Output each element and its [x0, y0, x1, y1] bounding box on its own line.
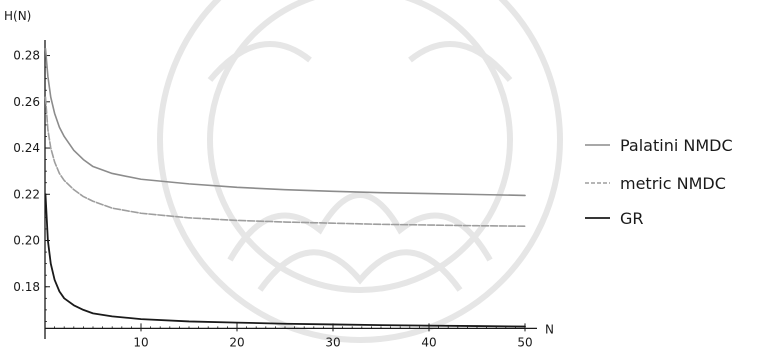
series-line-metric-nmdc	[44, 96, 526, 227]
y-tick-label: 0.28	[13, 49, 40, 63]
x-tick-label: 40	[421, 335, 436, 349]
axes: H(N) N	[4, 9, 554, 339]
legend: Palatini NMDC metric NMDC GR	[585, 136, 733, 228]
legend-label: Palatini NMDC	[620, 136, 733, 155]
y-tick-label: 0.26	[13, 95, 40, 109]
x-tick-label: 10	[133, 335, 148, 349]
series	[44, 47, 526, 328]
x-tick-label: 50	[517, 335, 532, 349]
legend-label: GR	[620, 209, 644, 228]
x-axis-label: N	[545, 322, 554, 336]
series-line-palatini-nmdc	[44, 47, 526, 197]
series-line-gr	[44, 193, 526, 328]
y-tick-label: 0.20	[13, 234, 40, 248]
y-tick-label: 0.24	[13, 141, 40, 155]
x-tick-label: 30	[325, 335, 340, 349]
x-tick-label: 20	[229, 335, 244, 349]
y-tick-label: 0.18	[13, 280, 40, 294]
legend-label: metric NMDC	[620, 174, 726, 193]
y-tick-label: 0.22	[13, 187, 40, 201]
y-axis-label: H(N)	[4, 9, 31, 23]
ticks: 10 20 30 40 50 0.18 0.20 0.22 0.24 0.26 0.28	[13, 49, 532, 350]
